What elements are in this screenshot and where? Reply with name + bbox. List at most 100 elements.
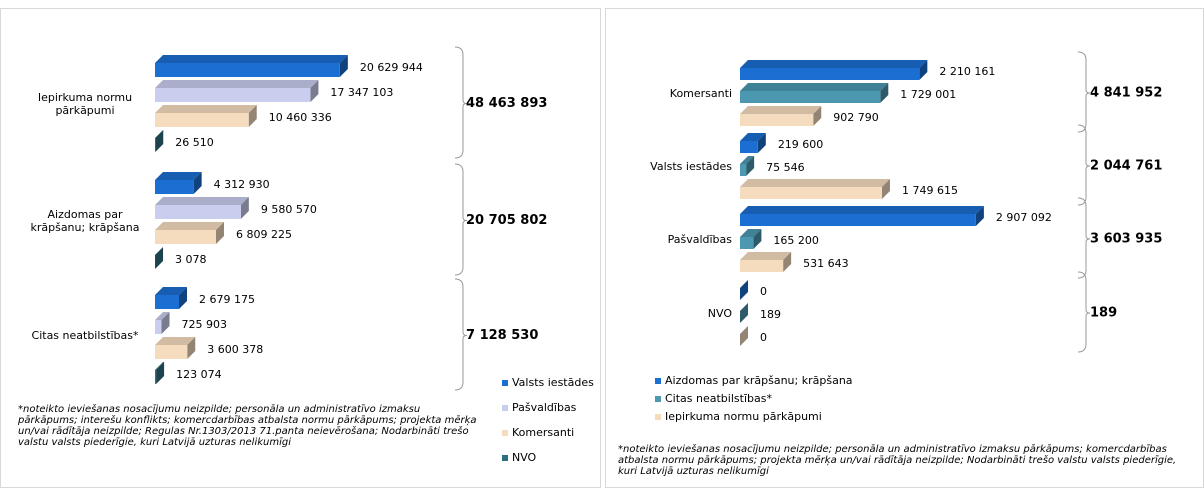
- bar-top: [740, 252, 792, 260]
- value-label: 10 460 336: [269, 111, 332, 124]
- bar-side: [753, 229, 762, 249]
- bar: [740, 164, 747, 176]
- value-label: 902 790: [833, 111, 879, 124]
- legend-label: Aizdomas par krāpšanu; krāpšana: [665, 374, 853, 387]
- bar-top: [155, 287, 188, 295]
- bar-side: [919, 60, 928, 80]
- value-label: 123 074: [176, 368, 222, 381]
- legend-marker: [655, 414, 661, 420]
- footnote: *noteikto ieviešanas nosacījumu neizpild…: [18, 404, 477, 448]
- value-label: 2 679 175: [199, 293, 255, 306]
- total-label: 7 128 530: [466, 328, 538, 343]
- bracket: [1077, 271, 1091, 353]
- bar-side: [156, 362, 165, 384]
- value-label: 165 200: [773, 234, 819, 247]
- bar-top: [155, 55, 348, 63]
- legend-label: Citas neatbilstības*: [665, 392, 772, 405]
- legend-label: Valsts iestādes: [512, 376, 594, 389]
- bar: [155, 370, 157, 384]
- legend-marker: [655, 378, 661, 384]
- bracket: [454, 163, 468, 276]
- bar-top: [155, 197, 249, 205]
- bar-top: [155, 105, 257, 113]
- bar-side: [975, 206, 984, 226]
- bar-side: [179, 287, 188, 309]
- bracket: [1077, 124, 1091, 206]
- bar-side: [881, 179, 890, 199]
- category-label: Komersanti: [669, 86, 732, 100]
- category-label: Valsts iestādes: [650, 159, 732, 173]
- bar-top: [740, 83, 889, 91]
- bar-top: [740, 60, 928, 68]
- bar-top: [740, 303, 749, 311]
- value-label: 75 546: [766, 161, 805, 174]
- bar-side: [339, 55, 348, 77]
- legend-marker: [502, 405, 508, 411]
- bar: [740, 237, 754, 249]
- total-label: 4 841 952: [1090, 86, 1162, 101]
- footnote: *noteikto ieviešanas nosacījumu neizpild…: [618, 444, 1177, 477]
- bar-side: [880, 83, 889, 103]
- bar: [740, 68, 920, 80]
- legend-marker: [502, 455, 508, 461]
- value-label: 2 907 092: [996, 211, 1052, 224]
- bracket: [454, 278, 468, 391]
- category-label: Pašvaldības: [667, 232, 732, 246]
- value-label: 17 347 103: [330, 86, 393, 99]
- bar-side: [216, 222, 225, 244]
- total-label: 20 705 802: [466, 213, 547, 228]
- value-label: 4 312 930: [214, 178, 270, 191]
- value-label: 1 749 615: [902, 184, 958, 197]
- bar-side: [187, 337, 196, 359]
- bar-side: [161, 312, 170, 334]
- bar-side: [813, 106, 822, 126]
- bar-top: [740, 229, 762, 237]
- total-label: 189: [1090, 306, 1117, 321]
- legend-marker: [502, 430, 508, 436]
- bar: [155, 320, 162, 334]
- bar-top: [155, 222, 225, 230]
- bar: [740, 260, 784, 272]
- bar-top: [155, 80, 319, 88]
- bracket: [1077, 51, 1091, 133]
- category-label: NVO: [707, 306, 732, 320]
- bar: [155, 295, 180, 309]
- bar-top: [740, 156, 755, 164]
- bar: [155, 230, 217, 244]
- bar: [740, 141, 758, 153]
- value-label: 725 903: [182, 318, 228, 331]
- bar-top: [155, 172, 202, 180]
- bar-side: [248, 105, 257, 127]
- bar-top: [155, 130, 164, 138]
- value-label: 189: [760, 308, 781, 321]
- bar: [155, 205, 241, 219]
- bar-side: [783, 252, 792, 272]
- value-label: 3 600 378: [207, 343, 263, 356]
- bar-top: [740, 179, 890, 187]
- value-label: 6 809 225: [236, 228, 292, 241]
- value-label: 20 629 944: [360, 61, 423, 74]
- bracket: [454, 46, 468, 159]
- bar-top: [740, 206, 984, 214]
- legend-label: Iepirkuma normu pārkāpumi: [665, 410, 822, 423]
- category-label: Citas neatbilstības*: [31, 329, 139, 342]
- bar-top: [155, 312, 170, 320]
- bar-side: [155, 130, 164, 152]
- bar: [740, 91, 881, 103]
- bar: [155, 180, 194, 194]
- total-label: 2 044 761: [1090, 159, 1162, 174]
- category-label: Iepirkuma normu pārkāpumi: [37, 90, 133, 117]
- bar: [740, 187, 882, 199]
- bar-side: [740, 326, 748, 346]
- bar-top: [155, 362, 165, 370]
- bar-side: [757, 133, 766, 153]
- value-label: 3 078: [175, 253, 207, 266]
- category-label: Aizdomas par krāpšanu; krāpšana: [30, 207, 140, 234]
- value-label: 219 600: [778, 138, 824, 151]
- legend-label: Komersanti: [512, 426, 574, 439]
- bar-side: [740, 280, 748, 300]
- value-label: 2 210 161: [939, 65, 995, 78]
- bar-side: [193, 172, 202, 194]
